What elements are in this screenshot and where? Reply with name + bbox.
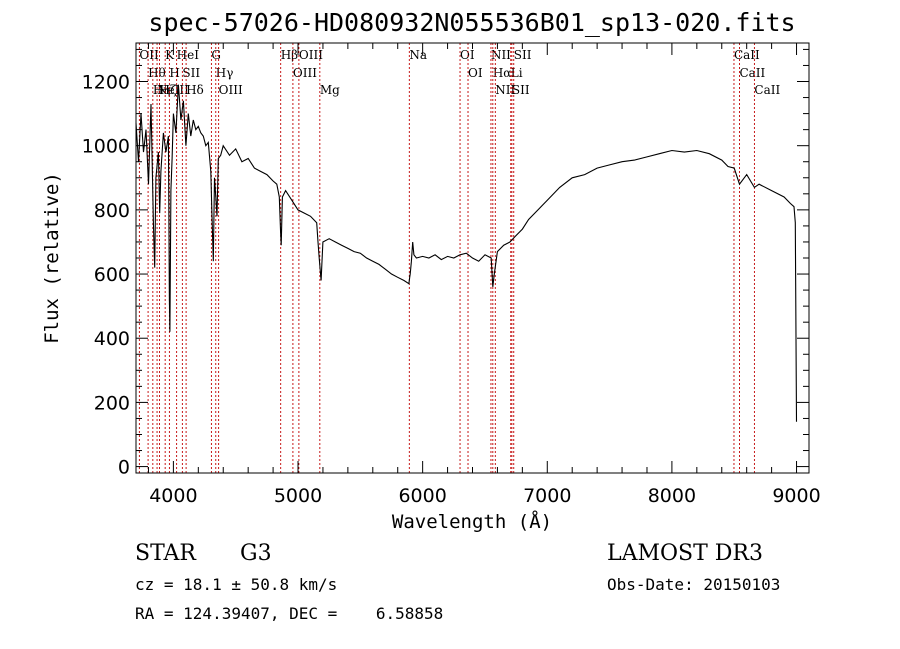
line-label: OIII [219,83,243,97]
line-label: CaII [734,48,760,62]
object-class: STAR [135,541,197,566]
line-label: Na [409,48,427,62]
x-tick-label: 5000 [274,485,322,507]
x-axis-ticks: 4000 5000 6000 7000 8000 9000 [147,43,821,507]
y-axis-ticks: 0 200 400 600 800 1000 1200 [82,48,809,479]
line-label: Hζ [160,83,177,97]
object-subclass: G3 [240,541,272,566]
x-tick-label: 7000 [523,485,571,507]
redshift-text: cz = 18.1 ± 50.8 km/s [135,575,337,594]
line-label: SII [514,48,532,62]
y-tick-label: 1000 [82,136,130,158]
line-label: CaII [754,83,780,97]
line-label: H [169,66,179,80]
line-label: OII [139,48,159,62]
x-tick-label: 4000 [149,485,197,507]
x-tick-label: 9000 [772,485,820,507]
y-tick-label: 200 [94,392,130,414]
y-axis-label: Flux (relative) [41,172,63,344]
line-label: Hδ [186,83,204,97]
x-tick-label: 6000 [398,485,446,507]
line-label: NeIII [157,83,189,97]
y-tick-label: 600 [94,264,130,286]
line-label: OIII [299,48,323,62]
spectral-line-markers: OIIHθHηNeIIIHζKHHeISIIHδGHγOIIIHβOIIIOII… [138,43,780,473]
line-label: OIII [293,66,317,80]
line-label: CaII [739,66,765,80]
obs-date: Obs-Date: 20150103 [607,575,780,594]
spectrum-line [135,84,798,422]
y-tick-label: 800 [94,200,130,222]
line-label: Hα [493,66,512,80]
chart-title: spec-57026-HD080932N055536B01_sp13-020.f… [148,8,795,37]
line-label: NII [491,48,511,62]
x-axis-label: Wavelength (Å) [392,510,552,533]
line-label: OI [468,66,483,80]
coordinates: RA = 124.39407, DEC = 6.58858 [135,604,443,623]
line-label: NII [495,83,515,97]
line-label: K [165,48,175,62]
line-label: Hη [153,83,171,97]
x-tick-label: 8000 [648,485,696,507]
line-label: Hγ [216,66,234,80]
line-label: HeI [177,48,200,62]
line-label: Mg [320,83,340,97]
y-tick-label: 0 [118,457,130,479]
line-label: SII [182,66,200,80]
survey-name: LAMOST DR3 [607,541,763,566]
y-tick-label: 1200 [82,72,130,94]
line-label: Hβ [281,48,298,62]
line-label: OI [460,48,475,62]
line-label: SII [512,83,530,97]
y-tick-label: 400 [94,328,130,350]
line-label: Li [511,66,523,80]
